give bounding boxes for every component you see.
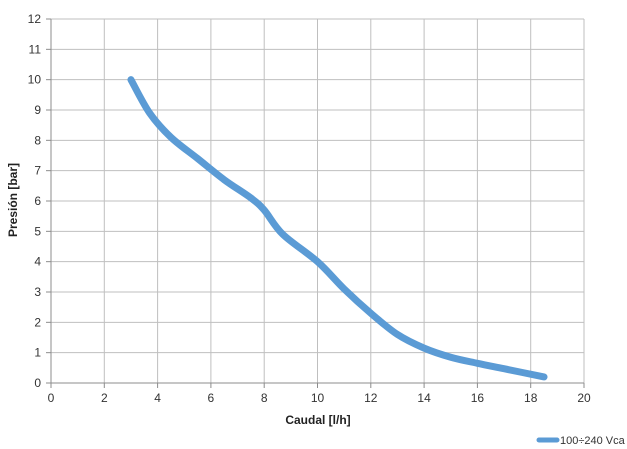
x-tick-label-2: 2 [101,391,108,405]
x-tick-label-18: 18 [524,391,538,405]
y-tick-label-12: 12 [28,12,42,26]
x-tick-label-16: 16 [471,391,485,405]
series-lines [127,76,548,381]
x-tick-label-20: 20 [577,391,591,405]
y-tick-label-10: 10 [28,73,42,87]
y-tick-label-4: 4 [34,255,41,269]
y-tick-label-9: 9 [34,103,41,117]
y-tick-label-5: 5 [34,224,41,238]
y-tick-label-0: 0 [34,376,41,390]
y-tick-label-1: 1 [34,346,41,360]
x-tick-labels: 0 2 4 6 8 10 12 14 16 18 20 [48,391,591,405]
legend-label-series-1: 100÷240 Vca [560,435,626,447]
y-tick-label-2: 2 [34,315,41,329]
axes [46,18,585,388]
y-axis-title: Presión [bar] [6,163,20,237]
x-tick-label-4: 4 [154,391,161,405]
x-tick-label-8: 8 [261,391,268,405]
series-line-1 [127,76,548,381]
y-tick-label-6: 6 [34,194,41,208]
y-tick-label-3: 3 [34,285,41,299]
legend: 100÷240 Vca [536,435,626,447]
x-tick-label-6: 6 [208,391,215,405]
x-tick-label-12: 12 [364,391,378,405]
grid-lines [51,18,585,383]
x-tick-label-14: 14 [417,391,431,405]
x-tick-label-10: 10 [311,391,325,405]
x-axis-title: Caudal [l/h] [285,413,350,427]
y-tick-label-11: 11 [29,42,42,56]
y-tick-label-8: 8 [34,133,41,147]
y-tick-label-7: 7 [34,164,41,178]
x-tick-label-0: 0 [48,391,55,405]
